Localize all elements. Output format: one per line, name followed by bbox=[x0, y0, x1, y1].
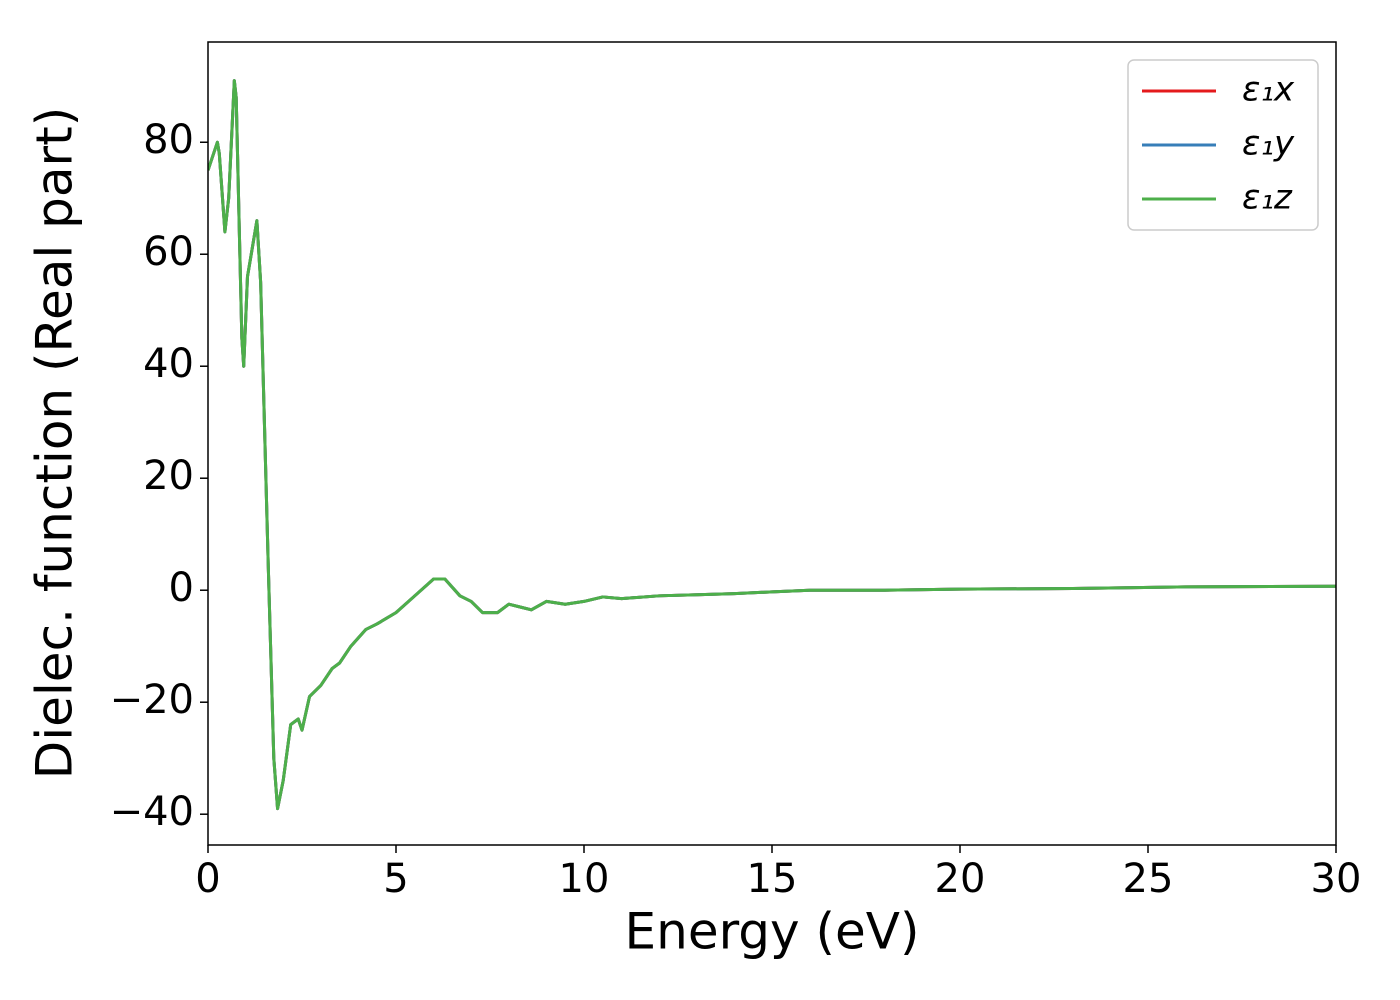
y-tick-label: 40 bbox=[143, 341, 194, 387]
line bbox=[208, 79, 1336, 811]
x-tick-label: 15 bbox=[747, 856, 798, 902]
y-tick-label: 60 bbox=[143, 229, 194, 275]
x-axis-label: Energy (eV) bbox=[625, 903, 920, 961]
legend-label: ε₁z bbox=[1242, 178, 1293, 218]
y-tick-label: −20 bbox=[110, 677, 194, 723]
y-tick-label: −40 bbox=[110, 789, 194, 835]
x-tick-label: 30 bbox=[1311, 856, 1362, 902]
legend-label: ε₁y bbox=[1242, 124, 1295, 164]
y-tick-label: 20 bbox=[143, 453, 194, 499]
legend-label: ε₁x bbox=[1242, 70, 1295, 110]
y-tick-label: 80 bbox=[143, 117, 194, 163]
x-tick-label: 0 bbox=[195, 856, 220, 902]
legend-box bbox=[1127, 59, 1319, 231]
y-axis-label: Dielec. function (Real part) bbox=[26, 107, 84, 779]
x-tick-label: 20 bbox=[935, 856, 986, 902]
x-tick-label: 5 bbox=[383, 856, 408, 902]
y-tick-label: 0 bbox=[169, 565, 194, 611]
x-tick-label: 25 bbox=[1123, 856, 1174, 902]
x-tick-label: 10 bbox=[559, 856, 610, 902]
plot-frame bbox=[207, 41, 1337, 846]
